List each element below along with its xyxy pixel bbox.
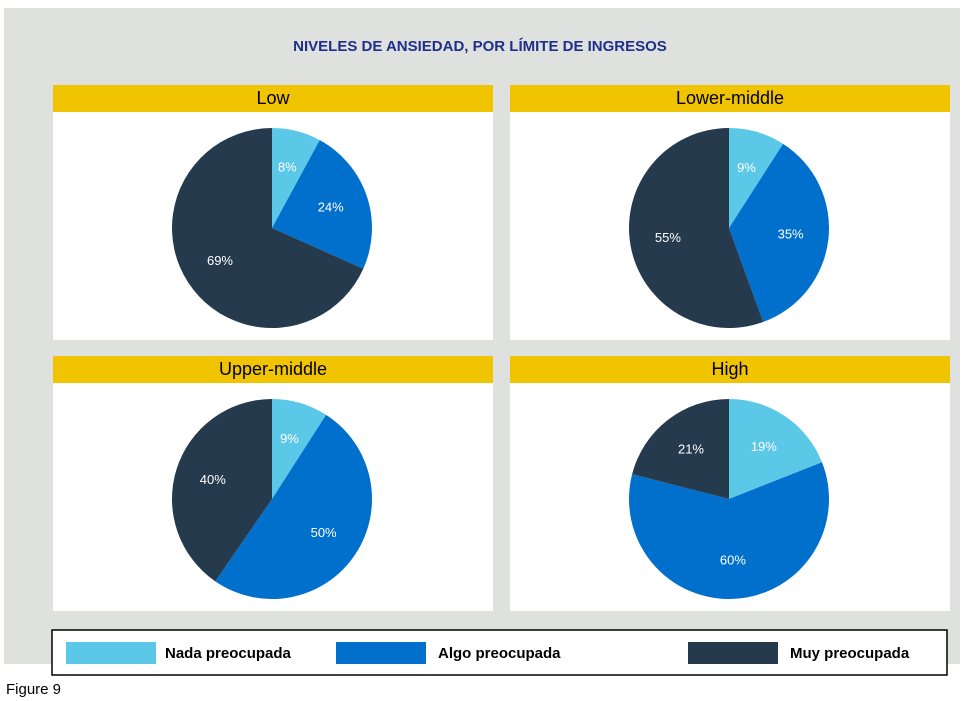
panel-header <box>510 356 950 383</box>
pie-slice <box>629 128 764 329</box>
data-label: 55% <box>655 230 681 245</box>
legend-swatch <box>66 642 156 664</box>
data-label: 50% <box>311 525 337 540</box>
panel-header <box>53 85 493 112</box>
panel-header <box>510 85 950 112</box>
pie-slice <box>729 399 822 499</box>
pie-slice <box>629 462 830 599</box>
caption: Figure 9 <box>6 681 61 698</box>
panel-title: Upper-middle <box>219 359 327 379</box>
legend-label: Nada preocupada <box>165 645 292 662</box>
data-label: 21% <box>678 441 704 456</box>
pie-slice <box>171 128 364 328</box>
legend <box>51 629 948 676</box>
data-label: 40% <box>200 472 226 487</box>
data-label: 24% <box>318 200 344 215</box>
pie-slice <box>729 143 829 322</box>
pie-slice <box>272 128 320 228</box>
pie-slice <box>171 399 272 582</box>
pie-slice <box>215 414 372 599</box>
data-label: 9% <box>280 431 299 446</box>
chart-title: NIVELES DE ANSIEDAD, POR LÍMITE DE INGRE… <box>293 38 667 55</box>
legend-label: Algo preocupada <box>438 645 561 662</box>
panel-title: High <box>711 359 748 379</box>
pie-slice <box>632 399 729 499</box>
data-label: 69% <box>207 253 233 268</box>
legend-label: Muy preocupada <box>790 645 910 662</box>
panel-title: Low <box>256 88 290 108</box>
data-label: 8% <box>278 159 297 174</box>
data-label: 60% <box>720 552 746 567</box>
legend-swatch <box>336 642 426 664</box>
data-label: 19% <box>751 439 777 454</box>
pie-slice <box>272 140 372 269</box>
data-label: 9% <box>737 160 756 175</box>
data-label: 35% <box>778 226 804 241</box>
pie-slice <box>729 128 784 228</box>
panel-title: Lower-middle <box>676 88 784 108</box>
pie-slice <box>272 399 327 499</box>
panel-header <box>53 356 493 383</box>
legend-swatch <box>688 642 778 664</box>
